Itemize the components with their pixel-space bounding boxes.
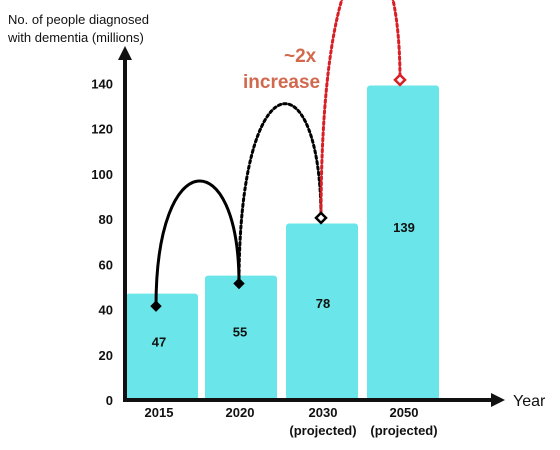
y-tick-60: 60 (99, 257, 113, 272)
bar-2020 (205, 275, 277, 400)
annotation-line-1: ~2x (284, 46, 317, 67)
arrow-2030-2050 (319, 0, 402, 220)
arrow-2020-2030 (237, 102, 323, 285)
bar-2050 (367, 85, 439, 400)
arrow-marker-2050 (393, 73, 407, 87)
bar-2030 (286, 223, 358, 400)
y-axis-label-line-2: with dementia (millions) (7, 30, 144, 45)
x-tick-sub-2030: (projected) (289, 423, 356, 438)
arrow-2015-2020 (154, 179, 241, 308)
x-tick-sub-2050: (projected) (370, 423, 437, 438)
y-axis-label-line-1: No. of people diagnosed (8, 12, 149, 27)
data-label-2020: 55 (233, 325, 247, 340)
x-tick-2050: 2050 (390, 405, 419, 420)
x-tick-2020: 2020 (226, 405, 255, 420)
x-tick-2015: 2015 (145, 405, 174, 420)
arrow-marker-2020 (233, 277, 245, 290)
x-axis-label: Year (513, 393, 546, 410)
data-label-2030: 78 (316, 296, 330, 311)
data-label-2050: 139 (393, 220, 415, 235)
data-label-2015: 47 (152, 335, 166, 350)
x-axis-arrowhead (491, 393, 505, 407)
arrow-marker-2030 (314, 211, 328, 225)
y-tick-0: 0 (106, 393, 113, 408)
y-tick-100: 100 (91, 167, 113, 182)
y-tick-140: 140 (91, 76, 113, 91)
arrow-marker-2015 (150, 300, 162, 312)
bar-2015 (126, 293, 198, 400)
y-tick-40: 40 (99, 303, 113, 318)
annotation-line-2: increase (243, 72, 320, 93)
x-tick-2030: 2030 (309, 405, 338, 420)
y-axis-arrowhead (118, 46, 132, 60)
y-tick-120: 120 (91, 122, 113, 137)
y-tick-20: 20 (99, 348, 113, 363)
y-tick-80: 80 (99, 212, 113, 227)
